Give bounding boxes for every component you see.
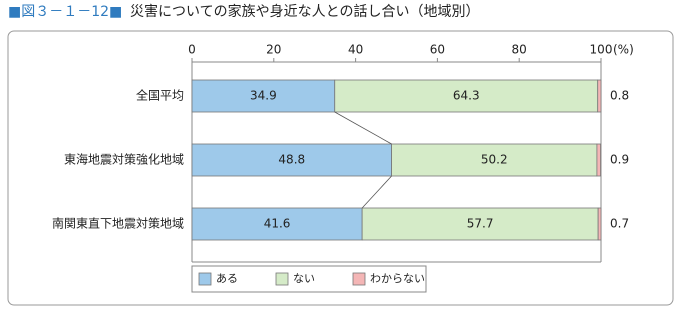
legend-label: ある <box>216 272 238 285</box>
bar-segment <box>597 207 602 241</box>
legend-swatch <box>275 272 289 286</box>
x-tick-label: 40 <box>348 43 363 57</box>
y-tick-label: 東海地震対策強化地域 <box>64 152 184 167</box>
unit-label: (%) <box>613 43 634 57</box>
y-tick-label: 全国平均 <box>136 88 184 103</box>
legend-label: わからない <box>370 272 425 285</box>
value-label: 0.9 <box>610 153 629 167</box>
connector <box>334 111 392 145</box>
value-label: 34.9 <box>250 89 277 103</box>
value-label: 64.3 <box>453 89 480 103</box>
value-label: 41.6 <box>264 217 291 231</box>
legend-box <box>191 265 427 293</box>
value-label: 50.2 <box>481 153 508 167</box>
x-tick-label: 80 <box>512 43 527 57</box>
x-tick-label: 60 <box>430 43 445 57</box>
value-label: 48.8 <box>278 153 305 167</box>
legend-swatch <box>352 272 366 286</box>
figure-label: ■図３－１－12■ <box>8 4 122 20</box>
bar-segment <box>391 143 598 177</box>
bar-segment <box>596 143 601 177</box>
frame <box>7 30 674 306</box>
connector <box>361 175 392 209</box>
bar-segment <box>191 143 392 177</box>
plot: 0 20 40 60 80 100 (%) 全国平均 34.9 64.3 0.8 東海地震対策強化地域… <box>52 43 634 293</box>
x-tick-label: 20 <box>266 43 281 57</box>
chart-title: 災害についての家族や身近な人との話し合い（地域別） <box>130 3 479 20</box>
x-tick-label: 0 <box>188 43 196 57</box>
legend-swatch <box>198 272 212 286</box>
bar-segment <box>597 79 602 113</box>
bar-segment <box>191 207 363 241</box>
y-tick-label: 南関東直下地震対策地域 <box>52 216 184 231</box>
value-label: 57.7 <box>467 217 494 231</box>
bar-segment <box>191 79 336 113</box>
bar-segment <box>334 79 599 113</box>
legend-label: ない <box>293 272 315 285</box>
value-label: 0.8 <box>610 89 629 103</box>
value-label: 0.7 <box>610 217 629 231</box>
x-tick-label: 100 <box>590 43 613 57</box>
